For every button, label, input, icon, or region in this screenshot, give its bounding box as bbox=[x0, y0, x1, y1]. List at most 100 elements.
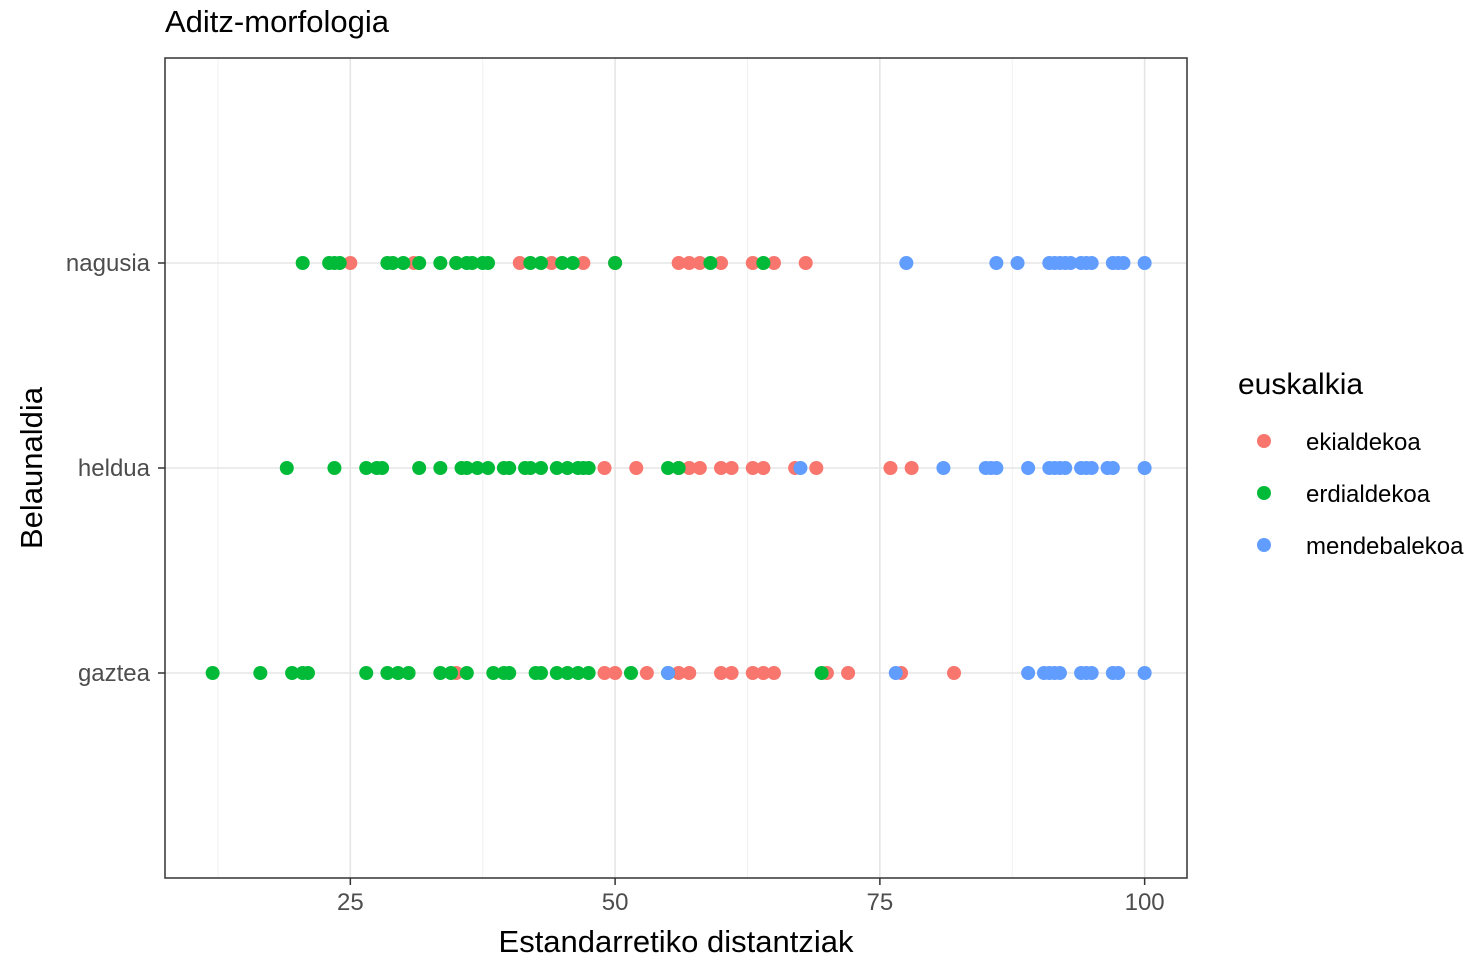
point-erdialdekoa bbox=[581, 461, 596, 475]
point-mendebalekoa bbox=[1063, 256, 1078, 270]
point-erdialdekoa bbox=[661, 461, 676, 475]
point-ekialdekoa bbox=[639, 666, 654, 680]
x-tick-label: 25 bbox=[337, 889, 364, 916]
point-erdialdekoa bbox=[523, 256, 538, 270]
point-erdialdekoa bbox=[459, 461, 474, 475]
y-tick-label: gaztea bbox=[78, 660, 151, 687]
point-erdialdekoa bbox=[295, 256, 310, 270]
y-tick-label: heldua bbox=[78, 455, 151, 482]
point-erdialdekoa bbox=[560, 666, 575, 680]
point-erdialdekoa bbox=[327, 461, 342, 475]
point-mendebalekoa bbox=[1021, 461, 1036, 475]
point-mendebalekoa bbox=[899, 256, 914, 270]
legend-label: ekialdekoa bbox=[1306, 429, 1421, 456]
point-ekialdekoa bbox=[904, 461, 919, 475]
point-erdialdekoa bbox=[502, 666, 517, 680]
point-ekialdekoa bbox=[745, 461, 760, 475]
point-ekialdekoa bbox=[682, 666, 697, 680]
point-ekialdekoa bbox=[745, 256, 760, 270]
point-mendebalekoa bbox=[661, 666, 676, 680]
point-ekialdekoa bbox=[766, 666, 781, 680]
point-erdialdekoa bbox=[385, 256, 400, 270]
point-mendebalekoa bbox=[1137, 666, 1152, 680]
chart-title: Aditz-morfologia bbox=[165, 4, 390, 39]
point-erdialdekoa bbox=[481, 256, 496, 270]
point-erdialdekoa bbox=[703, 256, 718, 270]
point-mendebalekoa bbox=[1052, 666, 1067, 680]
point-erdialdekoa bbox=[205, 666, 220, 680]
point-mendebalekoa bbox=[1084, 461, 1099, 475]
point-ekialdekoa bbox=[883, 461, 898, 475]
point-ekialdekoa bbox=[841, 666, 856, 680]
x-tick-label: 50 bbox=[602, 889, 629, 916]
point-erdialdekoa bbox=[533, 666, 548, 680]
point-erdialdekoa bbox=[814, 666, 829, 680]
point-mendebalekoa bbox=[1137, 461, 1152, 475]
point-mendebalekoa bbox=[1111, 666, 1126, 680]
point-ekialdekoa bbox=[809, 461, 824, 475]
point-erdialdekoa bbox=[555, 256, 570, 270]
point-erdialdekoa bbox=[560, 461, 575, 475]
point-ekialdekoa bbox=[544, 256, 559, 270]
point-erdialdekoa bbox=[523, 461, 538, 475]
point-ekialdekoa bbox=[947, 666, 962, 680]
point-erdialdekoa bbox=[253, 666, 268, 680]
point-ekialdekoa bbox=[343, 256, 358, 270]
point-ekialdekoa bbox=[682, 256, 697, 270]
point-ekialdekoa bbox=[714, 461, 729, 475]
point-ekialdekoa bbox=[724, 666, 739, 680]
point-mendebalekoa bbox=[1084, 256, 1099, 270]
point-ekialdekoa bbox=[576, 256, 591, 270]
point-erdialdekoa bbox=[433, 256, 448, 270]
point-ekialdekoa bbox=[714, 666, 729, 680]
point-erdialdekoa bbox=[390, 666, 405, 680]
legend-items: ekialdekoa erdialdekoa mendebalekoa bbox=[1257, 429, 1464, 560]
point-mendebalekoa bbox=[888, 666, 903, 680]
point-ekialdekoa bbox=[692, 256, 707, 270]
point-erdialdekoa bbox=[396, 256, 411, 270]
legend: euskalkia ekialdekoa erdialdekoa mendebale… bbox=[1238, 368, 1464, 560]
point-erdialdekoa bbox=[375, 461, 390, 475]
point-erdialdekoa bbox=[549, 666, 564, 680]
point-mendebalekoa bbox=[989, 461, 1004, 475]
point-erdialdekoa bbox=[443, 666, 458, 680]
y-tick-label: nagusia bbox=[66, 250, 151, 277]
point-ekialdekoa bbox=[512, 256, 527, 270]
point-erdialdekoa bbox=[380, 666, 395, 680]
legend-key-mendebalekoa bbox=[1257, 538, 1271, 552]
point-ekialdekoa bbox=[798, 256, 813, 270]
legend-title: euskalkia bbox=[1238, 368, 1363, 401]
point-mendebalekoa bbox=[1021, 666, 1036, 680]
point-mendebalekoa bbox=[793, 461, 808, 475]
point-erdialdekoa bbox=[300, 666, 315, 680]
data-points bbox=[205, 256, 1152, 680]
point-ekialdekoa bbox=[671, 666, 686, 680]
point-mendebalekoa bbox=[936, 461, 951, 475]
point-erdialdekoa bbox=[549, 461, 564, 475]
point-erdialdekoa bbox=[581, 666, 596, 680]
point-ekialdekoa bbox=[671, 256, 686, 270]
point-erdialdekoa bbox=[502, 461, 517, 475]
point-erdialdekoa bbox=[401, 666, 416, 680]
point-erdialdekoa bbox=[486, 666, 501, 680]
point-erdialdekoa bbox=[608, 256, 623, 270]
point-erdialdekoa bbox=[571, 666, 586, 680]
point-ekialdekoa bbox=[629, 461, 644, 475]
point-mendebalekoa bbox=[1116, 256, 1131, 270]
point-erdialdekoa bbox=[433, 461, 448, 475]
point-ekialdekoa bbox=[756, 461, 771, 475]
point-mendebalekoa bbox=[1010, 256, 1025, 270]
x-tick-label: 100 bbox=[1125, 889, 1165, 916]
x-axis-title: Estandarretiko distantziak bbox=[499, 924, 854, 957]
point-ekialdekoa bbox=[756, 666, 771, 680]
point-mendebalekoa bbox=[989, 256, 1004, 270]
point-erdialdekoa bbox=[279, 461, 294, 475]
point-erdialdekoa bbox=[533, 461, 548, 475]
point-mendebalekoa bbox=[1137, 256, 1152, 270]
point-erdialdekoa bbox=[285, 666, 300, 680]
point-mendebalekoa bbox=[1058, 461, 1073, 475]
point-erdialdekoa bbox=[671, 461, 686, 475]
point-mendebalekoa bbox=[1105, 461, 1120, 475]
legend-label: erdialdekoa bbox=[1306, 481, 1431, 508]
